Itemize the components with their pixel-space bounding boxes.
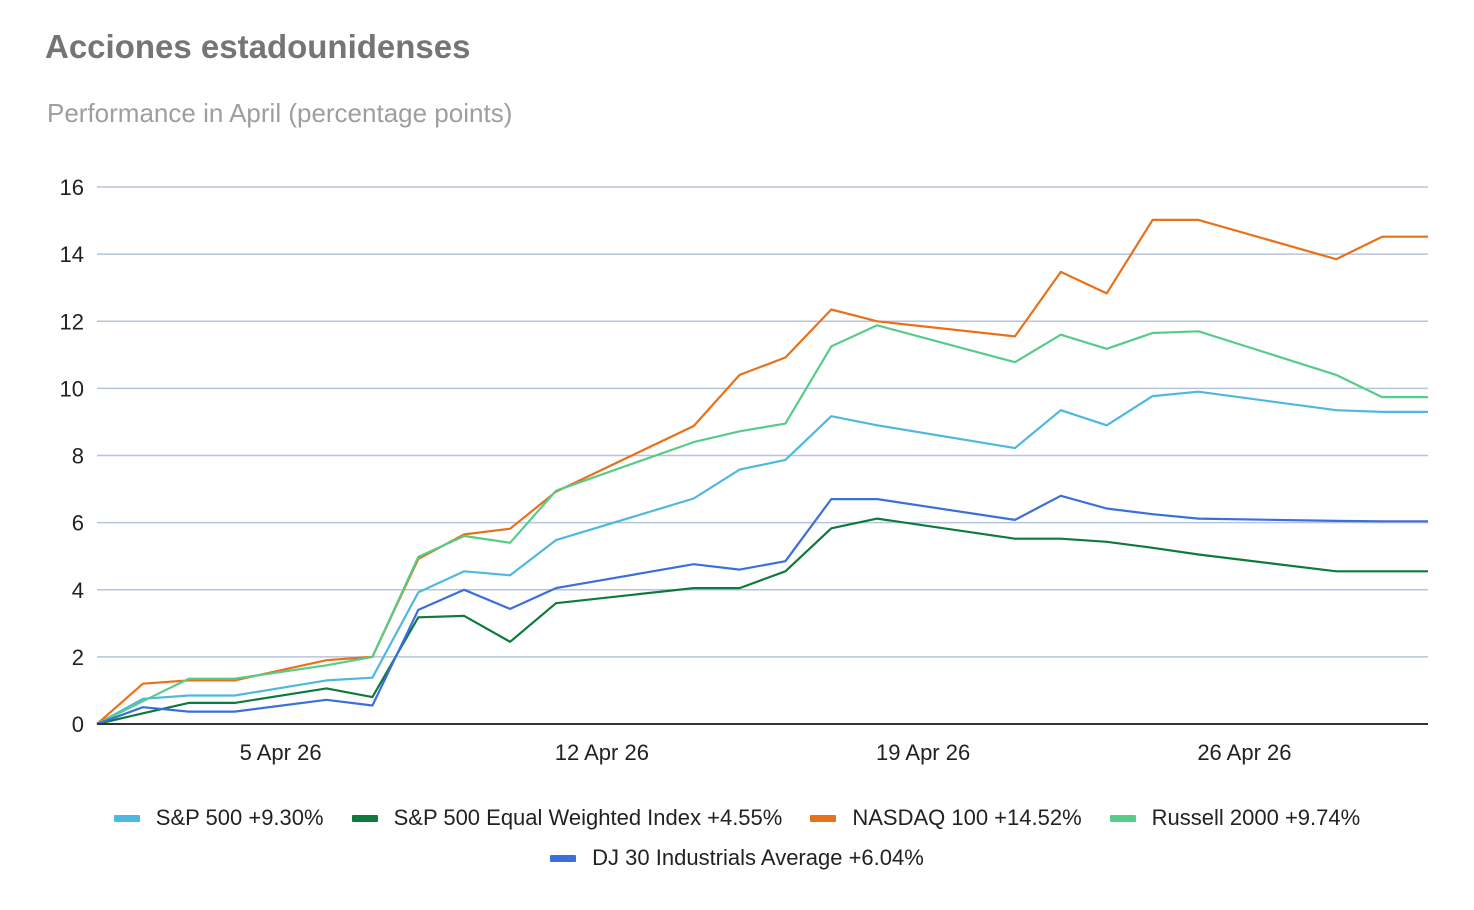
legend-label: NASDAQ 100 +14.52% (852, 805, 1082, 830)
chart-subtitle: Performance in April (percentage points) (47, 98, 513, 128)
legend-label: DJ 30 Industrials Average +6.04% (592, 845, 924, 870)
legend-item[interactable]: S&P 500 +9.30% (113, 805, 324, 831)
y-axis-labels: 0 2 4 6 8 10 12 14 16 (60, 175, 84, 737)
legend-item[interactable]: S&P 500 Equal Weighted Index +4.55% (351, 805, 783, 831)
legend-swatch (1109, 814, 1136, 822)
legend-item[interactable]: NASDAQ 100 +14.52% (810, 805, 1082, 831)
legend-label: S&P 500 +9.30% (155, 805, 324, 830)
y-tick-label: 12 (60, 309, 84, 334)
legend-swatch (810, 814, 837, 822)
series-line-0 (96, 390, 1428, 725)
series-line-4 (96, 494, 1428, 726)
y-tick-label: 10 (60, 376, 84, 401)
legend-swatch (113, 814, 140, 822)
legend-row: DJ 30 Industrials Average +6.04% (0, 838, 1474, 878)
legend-item[interactable]: Russell 2000 +9.74% (1109, 805, 1361, 831)
chart-title: Acciones estadounidenses (45, 28, 471, 65)
legend-item[interactable]: DJ 30 Industrials Average +6.04% (550, 845, 924, 871)
legend-label: S&P 500 Equal Weighted Index +4.55% (393, 805, 783, 830)
legend-swatch (351, 814, 378, 822)
y-tick-label: 16 (60, 175, 84, 200)
y-tick-label: 0 (72, 712, 84, 737)
x-tick-label: 5 Apr 26 (240, 740, 322, 765)
y-tick-label: 6 (72, 511, 84, 536)
y-tick-label: 8 (72, 444, 84, 469)
x-tick-label: 26 Apr 26 (1197, 740, 1291, 765)
legend-row: S&P 500 +9.30% S&P 500 Equal Weighted Ind… (0, 798, 1474, 838)
legend-label: Russell 2000 +9.74% (1151, 805, 1361, 830)
series-lines (96, 218, 1428, 726)
series-line-2 (96, 218, 1428, 725)
x-axis-labels: 5 Apr 26 12 Apr 26 19 Apr 26 26 Apr 26 (240, 740, 1292, 765)
y-tick-label: 2 (72, 645, 84, 670)
series-line-3 (96, 324, 1428, 725)
gridlines (97, 186, 1428, 658)
y-tick-label: 14 (60, 242, 84, 267)
series-line-1 (96, 517, 1428, 726)
legend: S&P 500 +9.30% S&P 500 Equal Weighted Ind… (0, 798, 1474, 878)
y-tick-label: 4 (72, 578, 84, 603)
legend-swatch (550, 854, 577, 862)
x-tick-label: 19 Apr 26 (876, 740, 970, 765)
x-tick-label: 12 Apr 26 (555, 740, 649, 765)
